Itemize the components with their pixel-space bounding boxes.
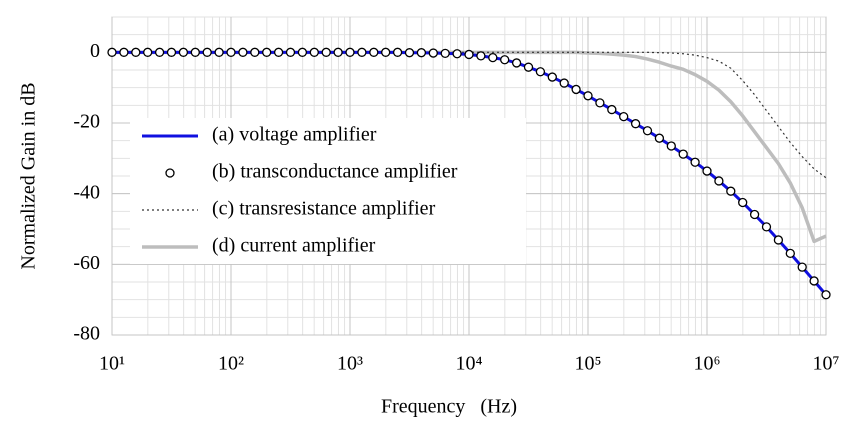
marker <box>381 47 391 57</box>
x-tick-label: 10² <box>218 353 244 375</box>
legend-box <box>130 118 526 264</box>
marker <box>511 58 522 68</box>
marker <box>392 47 403 57</box>
marker <box>131 47 141 57</box>
marker <box>321 47 331 57</box>
x-tick-label: 10⁵ <box>575 353 602 375</box>
marker <box>107 47 117 57</box>
x-tick-label: 10¹ <box>99 353 125 375</box>
x-axis-title: Frequency (Hz) <box>381 396 517 418</box>
x-tick-label: 10³ <box>337 353 363 375</box>
legend-label: (d) current amplifier <box>212 235 376 257</box>
y-tick-label: 0 <box>90 40 100 62</box>
x-tick-label: 10⁶ <box>694 353 721 375</box>
x-tick-label: 10⁴ <box>456 353 483 375</box>
marker <box>273 47 284 57</box>
y-tick-label: -20 <box>73 111 100 133</box>
y-tick-label: -40 <box>73 181 100 203</box>
marker <box>702 166 712 176</box>
y-axis-title: Normalized Gain in dB <box>18 82 40 269</box>
marker <box>523 62 534 72</box>
x-tick-label: 10⁷ <box>813 353 840 375</box>
marker <box>821 290 831 300</box>
marker <box>285 47 296 57</box>
marker <box>250 47 260 57</box>
legend-label: (b) transconductance amplifier <box>212 161 458 183</box>
marker <box>416 48 427 58</box>
marker <box>678 149 688 159</box>
marker <box>143 47 153 57</box>
marker <box>333 47 343 57</box>
marker <box>238 47 248 57</box>
marker <box>214 47 224 57</box>
marker <box>809 276 819 286</box>
legend-label: (c) transresistance amplifier <box>212 198 436 220</box>
marker <box>559 78 569 88</box>
marker <box>666 141 676 151</box>
marker <box>726 186 736 196</box>
marker <box>619 111 629 122</box>
marker <box>476 51 486 61</box>
marker <box>583 91 593 101</box>
marker <box>642 126 653 136</box>
marker <box>226 47 236 57</box>
marker <box>428 48 438 58</box>
marker <box>178 47 189 57</box>
marker <box>297 47 308 57</box>
marker <box>500 55 510 65</box>
marker <box>404 48 415 58</box>
legend-label: (a) voltage amplifier <box>212 124 377 146</box>
marker <box>749 209 760 220</box>
marker <box>369 47 379 57</box>
marker <box>785 248 795 259</box>
marker <box>714 176 724 186</box>
marker <box>535 67 546 77</box>
marker <box>607 104 617 115</box>
marker <box>309 47 319 57</box>
marker <box>595 98 605 108</box>
marker <box>773 235 784 245</box>
marker <box>761 222 772 232</box>
marker <box>654 133 665 143</box>
marker <box>202 47 212 57</box>
marker <box>166 47 177 57</box>
marker <box>154 47 165 57</box>
marker <box>547 72 557 82</box>
marker <box>119 47 129 57</box>
marker <box>488 52 498 63</box>
marker <box>630 119 641 129</box>
y-tick-label: -60 <box>73 252 100 274</box>
marker <box>571 84 581 95</box>
marker <box>797 262 807 272</box>
marker <box>690 157 700 167</box>
y-tick-label: -80 <box>73 323 100 345</box>
marker <box>345 47 355 57</box>
marker <box>738 197 748 208</box>
marker <box>452 49 462 59</box>
marker <box>262 47 272 57</box>
marker <box>190 47 200 57</box>
marker <box>440 48 450 59</box>
marker <box>464 49 474 60</box>
legend-swatch <box>165 168 175 178</box>
marker <box>357 47 367 57</box>
